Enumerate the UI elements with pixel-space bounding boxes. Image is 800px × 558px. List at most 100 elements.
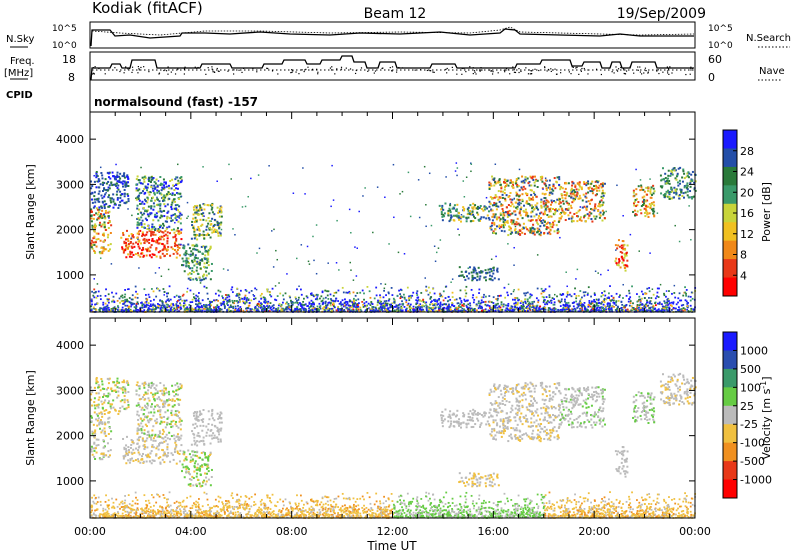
power-cell [506,194,508,196]
power-cell [246,297,248,299]
power-cell [645,200,647,202]
power-cell [117,305,119,307]
power-cell [609,304,611,306]
nave-dot [218,71,219,72]
power-cell [181,264,183,266]
nave-dot [125,66,126,67]
power-cell [203,278,205,280]
power-cell [175,230,177,232]
power-cell [529,302,531,304]
power-cell [505,211,507,213]
power-cell [601,307,603,309]
power-cell [625,305,627,307]
power-cell [203,231,205,233]
power-cell [521,181,523,183]
nave-dot [212,68,213,69]
power-cell [557,228,559,230]
power-cell [549,215,551,217]
power-cell [602,197,604,199]
power-cell [594,207,596,209]
nave-dot [633,73,634,74]
power-cell [171,204,173,206]
power-cell [206,258,208,260]
power-cell [96,171,98,173]
power-cell [430,296,432,298]
power-cell [194,297,196,299]
power-cell [458,212,460,214]
power-cell [100,295,102,297]
power-cell [344,302,346,304]
power-cell [464,300,466,302]
power-cell [137,297,139,299]
nave-dot [514,72,515,73]
power-cell [478,267,480,269]
power-cell [429,298,431,300]
power-cell [621,304,623,306]
nave-dot [620,67,621,68]
power-cell [535,219,537,221]
power-cell [565,307,567,309]
power-cell [331,308,333,310]
power-cell [117,172,119,174]
power-cell [302,301,304,303]
power-cell [114,178,116,180]
power-cell [410,304,412,306]
nave-dot [175,73,176,74]
nave-dot [667,72,668,73]
nave-dot [578,74,579,75]
power-cell [298,297,300,299]
power-cell [173,307,175,309]
freq-label-1: Freq. [10,56,35,67]
power-cell [516,223,518,225]
power-cell [196,267,198,269]
nave-dot [625,73,626,74]
power-cell [111,292,113,294]
power-cell [166,186,168,188]
power-cell [544,213,546,215]
power-cell [648,307,650,309]
power-cell [171,303,173,305]
power-cell [416,292,418,294]
power-cell [138,245,140,247]
power-cell [175,217,177,219]
power-cell [629,296,631,298]
power-cell [137,221,139,223]
power-cell [592,308,594,310]
power-cell [602,294,604,296]
power-cell [432,288,434,290]
nave-dot [475,73,476,74]
power-cell [194,221,196,223]
power-cell [551,193,553,195]
nave-dot [447,68,448,69]
power-cell [563,304,565,306]
nave-dot [480,67,481,68]
power-cell [650,297,652,299]
power-cell [211,207,213,209]
power-cell [469,213,471,215]
power-cell [493,269,495,271]
power-cell [91,211,93,213]
power-cell [545,179,547,181]
power-cell [148,215,150,217]
power-cell [603,304,605,306]
power-cell [151,228,153,230]
power-cell [92,202,94,204]
power-cell [323,298,325,300]
power-cell [554,187,556,189]
power-cell [533,209,535,211]
power-cell [655,304,657,306]
power-cell [497,299,499,301]
power-cell [621,262,623,264]
power-cell [492,267,494,269]
power-cell [204,246,206,248]
power-cell [672,303,674,305]
power-cell [461,308,463,310]
nave-dot [158,73,159,74]
power-cell [127,240,129,242]
power-cell [151,256,153,258]
power-cell [310,305,312,307]
power-cell [545,204,547,206]
power-cell [638,296,640,298]
power-cell [122,307,124,309]
power-cell [502,194,504,196]
